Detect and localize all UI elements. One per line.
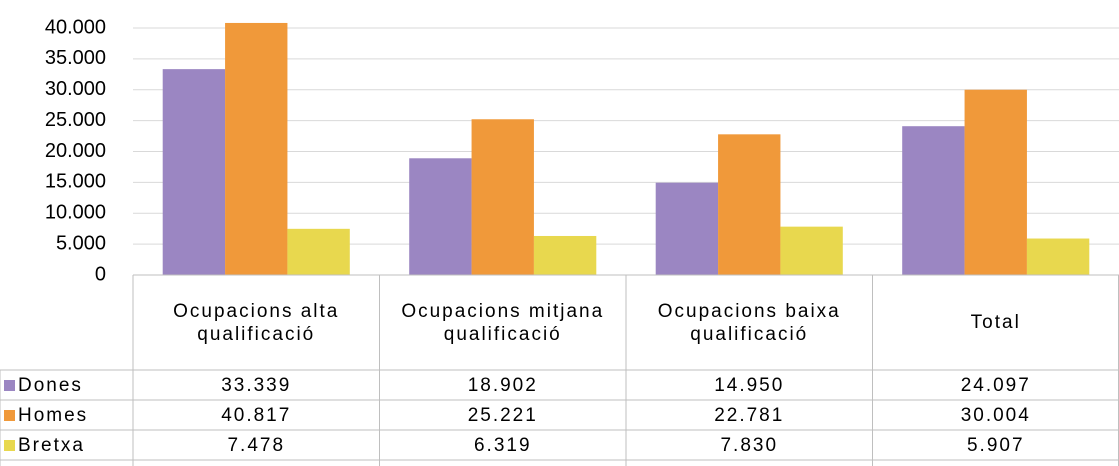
y-tick-label: 20.000 (45, 140, 106, 162)
y-tick-label: 40.000 (45, 16, 106, 38)
y-tick-label: 15.000 (45, 171, 106, 193)
bar (902, 126, 965, 276)
legend-label: Dones (18, 374, 83, 396)
y-tick-label: 10.000 (45, 202, 106, 224)
bar (718, 134, 781, 275)
bar (162, 69, 226, 275)
legend-label: Bretxa (18, 434, 85, 456)
value-label: 40.817 (221, 404, 292, 426)
value-label: 22.781 (714, 404, 785, 426)
value-label: 6.319 (473, 434, 532, 456)
legend-label: Homes (18, 404, 89, 426)
bar (1026, 238, 1090, 275)
y-tick-label: 5.000 (56, 232, 106, 254)
value-label: 18.902 (467, 374, 538, 396)
category-label: Ocupacions alta qualificació (173, 300, 340, 345)
value-label: 25.221 (467, 404, 538, 426)
legend-swatch (4, 409, 15, 421)
bar (533, 235, 597, 275)
bar (655, 182, 719, 275)
legend-swatch (4, 439, 15, 451)
value-label: 7.478 (227, 434, 286, 456)
y-tick-label: 30.000 (45, 78, 106, 100)
legend-swatch (4, 379, 15, 391)
value-label: 14.950 (714, 374, 785, 396)
category-label: Total (970, 312, 1021, 333)
value-label: 30.004 (960, 404, 1031, 426)
y-tick-label: 0 (95, 263, 106, 285)
bar (225, 22, 288, 276)
value-label: 5.907 (966, 434, 1025, 456)
bar (287, 228, 350, 275)
y-tick-label: 35.000 (45, 47, 106, 69)
legend-entry: Bretxa (0, 430, 133, 460)
value-label: 24.097 (960, 374, 1031, 396)
value-label: 7.830 (720, 434, 779, 456)
bar (471, 119, 534, 276)
bar (964, 89, 1027, 275)
category-label: Ocupacions baixa qualificació (657, 300, 841, 345)
bar (780, 226, 843, 275)
y-tick-label: 25.000 (45, 109, 106, 131)
category-label: Ocupacions mitjana qualificació (401, 300, 605, 345)
value-label: 33.339 (221, 374, 292, 396)
legend-entry: Dones (0, 370, 133, 400)
bar (409, 158, 472, 275)
legend-entry: Homes (0, 400, 133, 430)
